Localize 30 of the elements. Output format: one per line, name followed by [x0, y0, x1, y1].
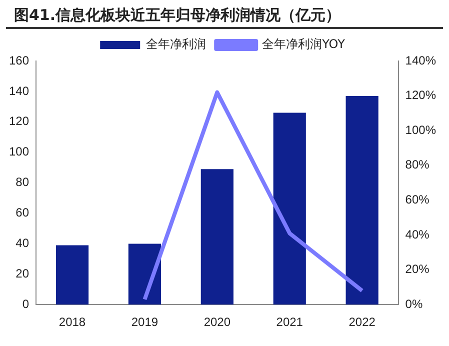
y2-tick-label: 60%	[405, 192, 430, 207]
x-tick-label: 2018	[58, 315, 86, 330]
y-tick-label: 80	[16, 175, 30, 190]
bar	[56, 245, 89, 305]
y-tick-label: 120	[8, 114, 30, 128]
legend-label: 全年净利润	[146, 37, 206, 52]
x-tick-label: 2020	[204, 315, 231, 330]
bar	[128, 244, 162, 305]
y2-tick-label: 0%	[405, 296, 423, 311]
y2-tick-label: 20%	[405, 262, 430, 276]
chart-title: 图41.信息化板块近五年归母净利润情况（亿元）	[6, 0, 443, 29]
x-tick-label: 2019	[131, 315, 158, 330]
x-tick-label: 2021	[276, 315, 304, 330]
bar	[273, 112, 306, 305]
y2-tick-label: 40%	[405, 227, 430, 242]
y-tick-label: 100	[8, 144, 30, 159]
y-tick-label: 140	[8, 84, 30, 98]
y2-tick-label: 80%	[405, 158, 430, 172]
y-tick-label: 20	[16, 266, 30, 280]
y-tick-label: 40	[16, 236, 30, 250]
bar	[200, 169, 234, 305]
x-tick-label: 2022	[348, 315, 376, 330]
y2-tick-label: 140%	[405, 53, 436, 68]
y-tick-label: 0	[22, 296, 30, 311]
bar	[346, 96, 378, 305]
y2-tick-label: 100%	[405, 122, 436, 137]
y-tick-label: 60	[16, 206, 30, 220]
y2-tick-label: 120%	[405, 88, 436, 102]
y-tick-label: 160	[8, 53, 30, 68]
legend-label: 全年净利润YOY	[262, 37, 346, 52]
